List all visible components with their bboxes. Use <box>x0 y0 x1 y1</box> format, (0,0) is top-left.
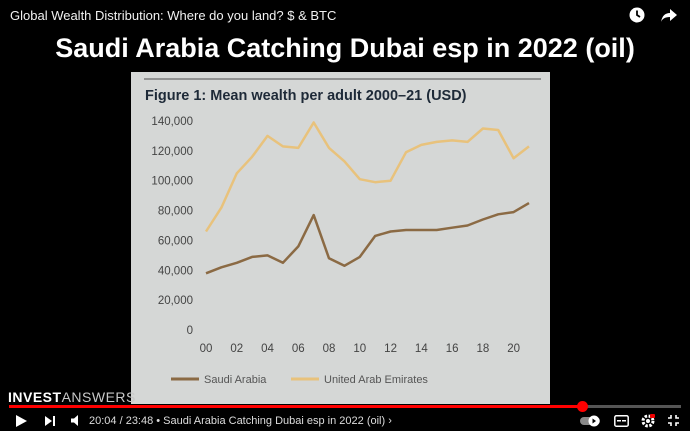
y-tick-label: 60,000 <box>158 235 193 247</box>
x-tick-label: 12 <box>384 343 397 355</box>
legend-label-1: United Arab Emirates <box>324 374 428 386</box>
y-tick-label: 100,000 <box>151 176 193 188</box>
x-tick-label: 10 <box>353 343 366 355</box>
x-tick-label: 02 <box>230 343 243 355</box>
x-tick-label: 08 <box>323 343 336 355</box>
legend-label-0: Saudi Arabia <box>204 374 267 386</box>
right-controls <box>580 410 680 431</box>
y-tick-label: 140,000 <box>151 116 193 128</box>
x-tick-label: 14 <box>415 343 428 355</box>
y-tick-label: 120,000 <box>151 146 193 158</box>
x-tick-label: 06 <box>292 343 305 355</box>
captions-icon[interactable] <box>614 414 629 427</box>
progress-bar[interactable] <box>9 401 681 412</box>
chart-title: Figure 1: Mean wealth per adult 2000–21 … <box>145 88 467 104</box>
channel-logo: INVESTANSWERS <box>8 389 136 405</box>
series-line-1 <box>204 121 530 233</box>
line-chart: Figure 1: Mean wealth per adult 2000–21 … <box>144 78 541 386</box>
next-icon[interactable] <box>44 415 56 427</box>
y-tick-label: 20,000 <box>158 295 193 307</box>
x-tick-label: 16 <box>446 343 459 355</box>
play-icon[interactable] <box>14 414 28 428</box>
chart-slide: Figure 1: Mean wealth per adult 2000–21 … <box>131 72 550 404</box>
volume-icon[interactable] <box>70 414 83 427</box>
series-line-0 <box>205 202 530 275</box>
x-tick-label: 04 <box>261 343 274 355</box>
y-tick-label: 0 <box>187 325 193 337</box>
y-tick-label: 40,000 <box>158 265 193 277</box>
video-title[interactable]: Global Wealth Distribution: Where do you… <box>10 8 337 23</box>
brand-invest: INVEST <box>8 389 62 405</box>
x-tick-label: 18 <box>476 343 489 355</box>
fullscreen-icon[interactable] <box>667 414 680 427</box>
y-tick-label: 80,000 <box>158 206 193 218</box>
time-display[interactable]: 20:04 / 23:48 • Saudi Arabia Catching Du… <box>89 414 392 427</box>
slide-headline: Saudi Arabia Catching Dubai esp in 2022 … <box>55 33 635 63</box>
progress-handle[interactable] <box>577 401 589 412</box>
progress-fill <box>9 405 583 408</box>
top-controls <box>628 6 678 24</box>
watch-later-icon[interactable] <box>628 6 646 24</box>
x-tick-label: 20 <box>507 343 520 355</box>
x-tick-label: 00 <box>200 343 213 355</box>
player-controls: 20:04 / 23:48 • Saudi Arabia Catching Du… <box>0 410 690 431</box>
brand-answers: ANSWERS <box>61 389 136 405</box>
autoplay-toggle-icon[interactable] <box>580 415 602 427</box>
settings-icon[interactable] <box>641 413 655 428</box>
share-icon[interactable] <box>660 6 678 24</box>
